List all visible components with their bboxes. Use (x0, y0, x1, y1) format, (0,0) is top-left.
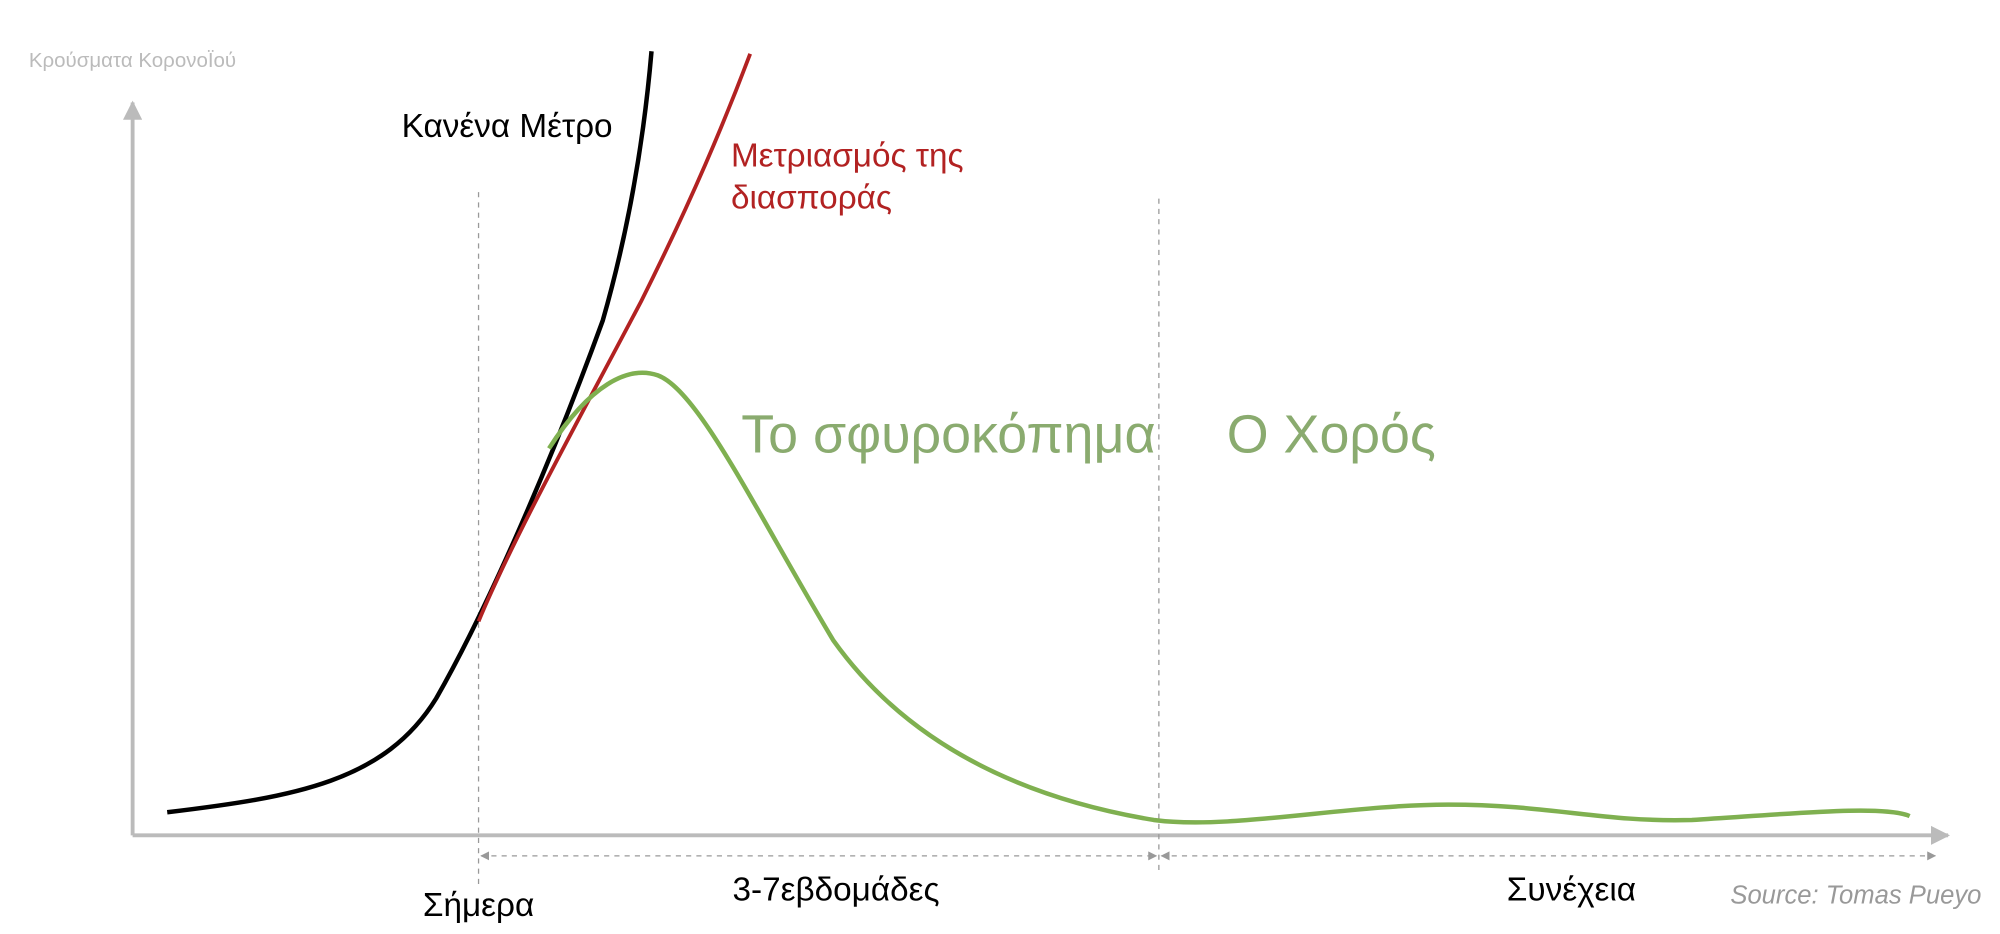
mitigation-label: Μετριασμός της (731, 137, 964, 174)
y-axis-label: Κρούσματα ΚορονοΪού (29, 49, 236, 72)
dance-label: Ο Χορός (1227, 404, 1436, 464)
source: Source: Tomas Pueyo (1730, 882, 1981, 910)
mitigation-label: διασποράς (731, 180, 892, 217)
no-measures-label: Κανένα Μέτρο (402, 108, 613, 145)
after-label: Συνέχεια (1507, 872, 1636, 909)
weeks-label: 3-7εβδομάδες (732, 872, 939, 909)
hammer-dance-curve (547, 370, 1911, 825)
mitigation-curve (476, 53, 752, 623)
hammer-label: Το σφυροκόπημα (741, 404, 1155, 464)
today-label: Σήμερα (423, 887, 534, 924)
no-measures-curve (166, 51, 654, 815)
